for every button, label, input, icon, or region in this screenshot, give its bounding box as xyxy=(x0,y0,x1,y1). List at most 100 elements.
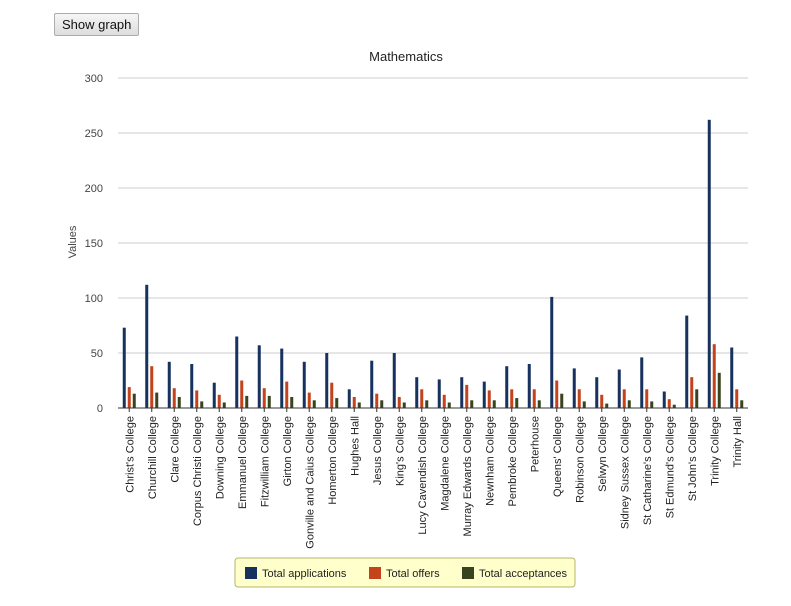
bar xyxy=(240,380,244,408)
bar xyxy=(347,389,351,408)
bar xyxy=(470,400,474,408)
bar xyxy=(217,394,221,408)
x-tick-label: Downing College xyxy=(214,416,226,499)
bar xyxy=(695,389,699,408)
bar xyxy=(245,395,249,408)
x-tick-label: Trinity Hall xyxy=(732,416,744,468)
bar xyxy=(465,384,469,408)
y-tick-label: 200 xyxy=(85,183,103,195)
bar xyxy=(560,393,564,408)
y-axis-title: Values xyxy=(67,225,79,258)
y-tick-label: 150 xyxy=(85,238,103,250)
bar xyxy=(577,389,581,408)
x-tick-label: Newnham College xyxy=(484,416,496,506)
y-tick-label: 250 xyxy=(85,128,103,140)
bar xyxy=(302,361,306,408)
bar xyxy=(442,394,446,408)
x-tick-label: Gonville and Caius College xyxy=(304,416,316,549)
x-tick-label: Girton College xyxy=(282,416,294,486)
bar xyxy=(200,401,204,408)
bar xyxy=(397,397,401,408)
bar xyxy=(600,394,604,408)
bar xyxy=(482,381,486,408)
bar xyxy=(437,379,441,408)
x-tick-label: Fitzwilliam College xyxy=(259,416,271,507)
x-tick-label: Trinity College xyxy=(709,416,721,486)
legend-box xyxy=(234,557,576,588)
x-tick-label: Robinson College xyxy=(574,416,586,503)
bar xyxy=(460,377,464,408)
bar xyxy=(335,398,339,408)
x-tick-label: St Catharine's College xyxy=(642,416,654,525)
bar xyxy=(290,397,294,408)
bar xyxy=(740,400,744,408)
x-tick-label: King's College xyxy=(394,416,406,486)
bar xyxy=(420,389,424,408)
legend-swatch xyxy=(369,567,381,579)
x-tick-label: Hughes Hall xyxy=(349,416,361,476)
legend-item[interactable]: Total offers xyxy=(369,567,440,580)
bar xyxy=(257,345,261,408)
x-tick-label: Christ's College xyxy=(124,416,136,493)
bar xyxy=(527,364,531,408)
x-tick-label: Emmanuel College xyxy=(237,416,249,509)
bar xyxy=(357,402,361,408)
y-tick-label: 50 xyxy=(91,348,103,360)
bar xyxy=(595,377,599,408)
bar xyxy=(222,402,226,408)
bar xyxy=(667,399,671,408)
bar xyxy=(392,353,396,408)
bar xyxy=(537,400,541,408)
bar xyxy=(640,357,644,408)
bar xyxy=(492,400,496,408)
y-tick-label: 300 xyxy=(85,73,103,85)
bar xyxy=(707,119,711,409)
bar xyxy=(650,401,654,408)
legend-label: Total acceptances xyxy=(479,568,568,580)
legend-label: Total applications xyxy=(262,568,347,580)
bar xyxy=(515,398,519,408)
bar xyxy=(375,393,379,408)
bar xyxy=(447,402,451,408)
bar xyxy=(415,377,419,408)
bar xyxy=(730,347,734,408)
bar xyxy=(212,382,216,408)
x-tick-label: Peterhouse xyxy=(529,416,541,472)
bar xyxy=(312,400,316,408)
bar xyxy=(425,400,429,408)
bar xyxy=(195,390,199,408)
bar xyxy=(555,380,559,408)
bar xyxy=(617,369,621,408)
x-tick-label: Pembroke College xyxy=(507,416,519,507)
bar xyxy=(735,389,739,408)
legend-swatch xyxy=(245,567,257,579)
bar xyxy=(155,392,159,408)
x-tick-label: Selwyn College xyxy=(597,416,609,492)
legend[interactable]: Total applications Total offers Total acce… xyxy=(234,557,576,588)
bar xyxy=(177,397,181,408)
bar xyxy=(122,327,126,408)
bar xyxy=(132,393,136,408)
x-tick-label: Queens' College xyxy=(552,416,564,497)
bar xyxy=(582,401,586,408)
bar xyxy=(510,389,514,408)
bar xyxy=(267,395,271,408)
y-axis-ticks: 0 50 100 150 200 250 300 xyxy=(85,73,103,415)
bar xyxy=(235,336,239,408)
bars xyxy=(122,119,744,409)
bar xyxy=(402,402,406,408)
x-tick-label: St John's College xyxy=(687,416,699,501)
bar xyxy=(172,388,176,408)
show-graph-button[interactable]: Show graph xyxy=(54,13,140,36)
bar xyxy=(145,284,149,408)
bar xyxy=(605,403,609,408)
x-tick-label: Murray Edwards College xyxy=(462,416,474,536)
bar xyxy=(690,377,694,408)
bar xyxy=(325,353,329,408)
bar xyxy=(190,364,194,408)
x-tick-label: Sidney Sussex College xyxy=(619,416,631,529)
legend-item[interactable]: Total acceptances xyxy=(462,567,568,580)
legend-item[interactable]: Total applications xyxy=(245,567,347,580)
bar xyxy=(370,360,374,408)
